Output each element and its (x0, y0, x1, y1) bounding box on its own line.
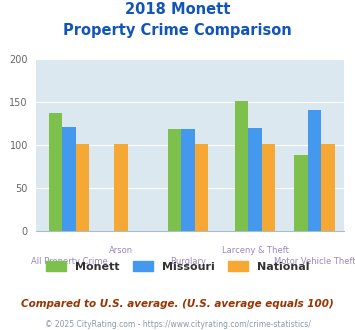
Bar (262, 144, 275, 231)
Bar (181, 129, 195, 231)
Bar (49, 113, 62, 231)
Bar (114, 144, 128, 231)
Bar (76, 144, 89, 231)
Text: Arson: Arson (109, 247, 133, 255)
Text: Property Crime Comparison: Property Crime Comparison (63, 23, 292, 38)
Bar (168, 129, 181, 231)
Bar (308, 110, 321, 231)
Bar (321, 144, 335, 231)
Text: Burglary: Burglary (170, 257, 206, 266)
Bar (235, 101, 248, 231)
Legend: Monett, Missouri, National: Monett, Missouri, National (42, 257, 313, 277)
Bar (195, 144, 208, 231)
Text: Compared to U.S. average. (U.S. average equals 100): Compared to U.S. average. (U.S. average … (21, 299, 334, 309)
Text: All Property Crime: All Property Crime (31, 257, 107, 266)
Bar (248, 128, 262, 231)
Text: 2018 Monett: 2018 Monett (125, 2, 230, 16)
Text: Motor Vehicle Theft: Motor Vehicle Theft (274, 257, 355, 266)
Text: © 2025 CityRating.com - https://www.cityrating.com/crime-statistics/: © 2025 CityRating.com - https://www.city… (45, 319, 310, 329)
Bar (62, 127, 76, 231)
Bar (295, 155, 308, 231)
Text: Larceny & Theft: Larceny & Theft (222, 247, 289, 255)
